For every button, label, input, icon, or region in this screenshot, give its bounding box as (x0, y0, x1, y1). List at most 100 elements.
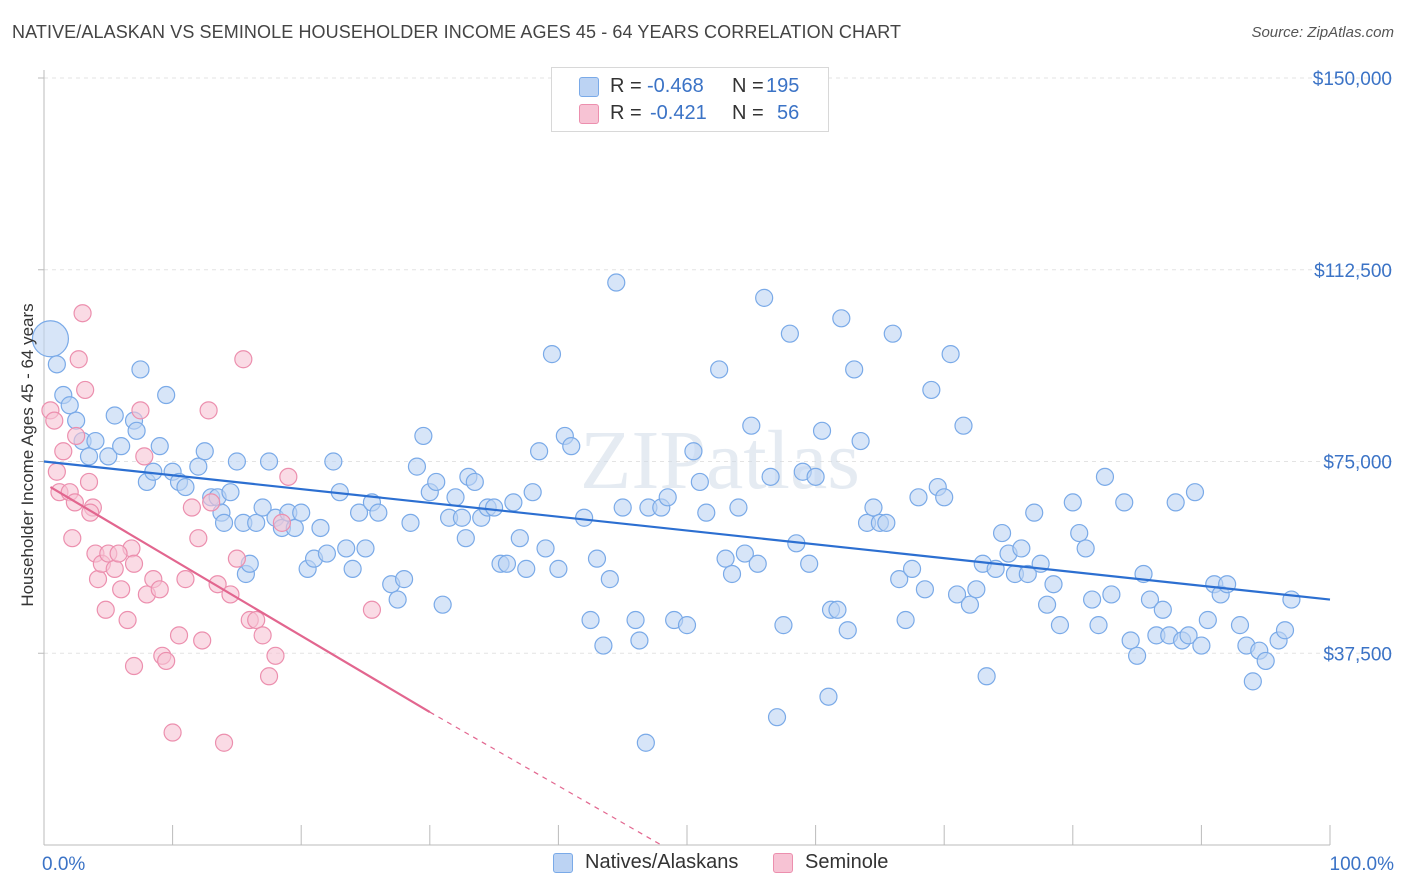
natives-point (735, 544, 754, 563)
natives-point (176, 477, 195, 497)
natives-point (800, 554, 819, 573)
seminole-point (73, 304, 92, 323)
seminole-point (259, 667, 279, 686)
natives-point (594, 636, 613, 655)
legend-n-label: N = (732, 102, 764, 124)
natives-point (562, 437, 581, 456)
x-tick-label-right: 100.0% (1330, 854, 1395, 875)
natives-point (748, 554, 767, 573)
seminole-point (227, 549, 246, 568)
natives-point (1044, 575, 1063, 594)
legend-row-seminole: R = -0.421 N = 56 (552, 100, 828, 128)
natives-point (523, 483, 542, 502)
natives-point (941, 345, 960, 364)
seminole-point (88, 570, 108, 589)
natives-point (456, 529, 475, 548)
natives-point (1275, 621, 1295, 640)
natives-point (819, 687, 838, 706)
natives-point (636, 733, 655, 752)
natives-point (1121, 631, 1140, 650)
natives-point (247, 513, 266, 532)
seminole-point (124, 554, 144, 573)
natives-point (227, 452, 246, 471)
natives-point (1256, 651, 1275, 671)
natives-point (1198, 610, 1217, 630)
natives-point (1082, 590, 1102, 609)
legend-r-label: R = (610, 102, 642, 124)
natives-point (1063, 493, 1082, 512)
natives-point (922, 380, 941, 400)
natives-point (497, 554, 517, 573)
natives-point (401, 513, 420, 532)
natives-point (960, 595, 980, 614)
seminole-point (202, 493, 221, 512)
legend-swatch-seminole (579, 104, 599, 124)
y-tick-label: $75,000 (1323, 453, 1392, 474)
natives-point (607, 273, 626, 292)
natives-point (79, 447, 99, 466)
seminole-point (45, 411, 64, 430)
natives-point (536, 539, 555, 558)
natives-point (189, 457, 208, 476)
natives-point (838, 621, 857, 640)
natives-point (369, 503, 388, 522)
natives-point (864, 498, 883, 517)
seminole-point (47, 462, 66, 481)
natives-point (356, 539, 375, 558)
natives-point (221, 483, 240, 502)
natives-point (761, 467, 780, 486)
natives-point (626, 610, 645, 630)
natives-point (427, 472, 446, 492)
legend-n-value: 56 (777, 102, 800, 124)
natives-point (433, 595, 452, 614)
seminole-point (150, 580, 169, 599)
bottom-legend-label-natives: Natives/Alaskans (585, 851, 739, 873)
natives-point (195, 442, 214, 461)
natives-point (755, 288, 774, 307)
chart-title: NATIVE/ALASKAN VS SEMINOLE HOUSEHOLDER I… (12, 22, 902, 42)
natives-point (851, 431, 870, 451)
natives-point (47, 355, 66, 374)
natives-point (1282, 590, 1301, 609)
natives-point (337, 539, 356, 558)
natives-point (977, 667, 996, 686)
seminole-point (234, 350, 253, 369)
seminole-point (76, 380, 95, 400)
natives-point (157, 385, 176, 405)
natives-point (530, 442, 549, 461)
natives-point (1243, 672, 1262, 691)
natives-point (581, 610, 600, 630)
natives-point (1037, 595, 1057, 614)
seminole-point (112, 580, 131, 599)
seminole-point (118, 610, 137, 630)
natives-point (587, 549, 607, 568)
natives-point (394, 570, 414, 589)
natives-point (812, 421, 832, 440)
natives-point (890, 570, 909, 589)
natives-point (967, 580, 986, 599)
natives-point (452, 508, 472, 527)
natives-point (349, 503, 369, 522)
seminole-point (272, 513, 292, 532)
natives-trend-line (43, 460, 1331, 601)
natives-point (767, 708, 787, 727)
seminole-point (193, 631, 212, 650)
natives-point (806, 467, 825, 486)
natives-point (832, 309, 851, 328)
natives-point (446, 488, 465, 507)
natives-point (414, 426, 433, 446)
natives-point (407, 457, 427, 476)
legend-box: R = -0.468 N = 195 R = -0.421 N = 56 (551, 67, 829, 132)
legend-swatch-natives (579, 77, 599, 97)
seminole-point (63, 529, 82, 548)
natives-point (31, 320, 70, 358)
natives-point (935, 488, 954, 507)
bottom-legend-swatch-seminole (773, 853, 793, 873)
seminole-point (176, 570, 195, 589)
natives-point (311, 518, 330, 538)
seminole-point (79, 472, 99, 492)
natives-point (828, 600, 847, 619)
natives-point (1102, 585, 1121, 604)
natives-point (716, 549, 735, 568)
natives-point (690, 472, 709, 492)
